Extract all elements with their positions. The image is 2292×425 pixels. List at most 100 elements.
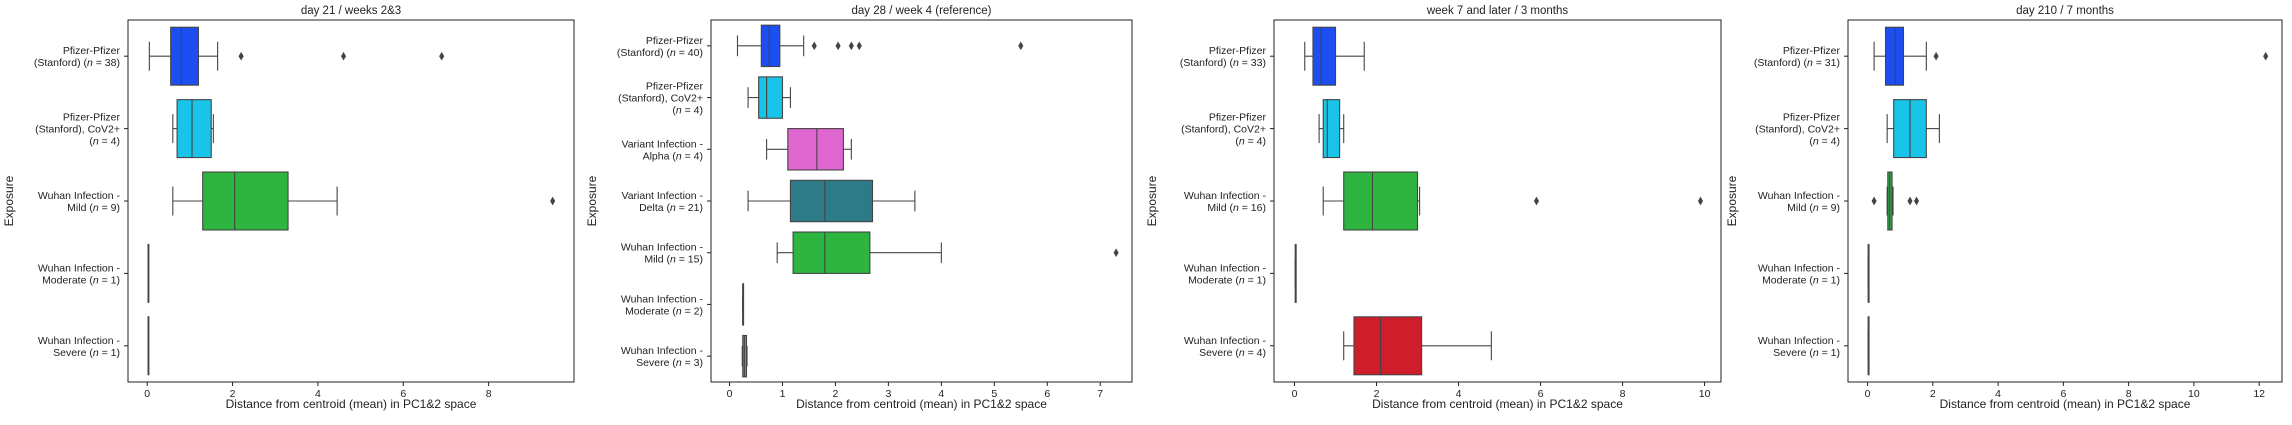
outlier-point [550,196,556,206]
category-label: Pfizer-Pfizer [63,45,121,57]
box-iqr [176,99,212,159]
category-label: Wuhan Infection - [621,242,704,254]
box-5 [1343,316,1492,376]
x-tick-label: 5 [991,388,997,400]
box-iqr [792,231,871,274]
box-3 [1871,171,1920,231]
outlier-point [1907,196,1913,206]
y-axis-label: Exposure [1725,175,1739,226]
x-axis-label: Distance from centroid (mean) in PC1&2 s… [226,397,477,411]
x-tick-label: 7 [1097,388,1103,400]
category-label: Delta (n = 21) [639,202,703,214]
category-label: (Stanford) (n = 33) [1180,57,1266,69]
x-tick-label: 0 [1865,388,1871,400]
outlier-point [1933,51,1939,61]
plot-frame [710,19,1133,383]
category-label: Severe (n = 1) [53,347,120,359]
box-iqr [1322,99,1341,159]
box-1 [148,26,445,86]
x-tick-label: 10 [2188,388,2200,400]
x-tick-label: 0 [144,388,150,400]
category-label: Mild (n = 16) [1207,202,1266,214]
y-axis-label: Exposure [585,175,599,226]
category-label: Pfizer-Pfizer [646,35,704,47]
outlier-point [1533,196,1540,206]
category-label: Severe (n = 1) [1773,347,1840,359]
box-iqr [202,171,289,231]
box-2 [1318,99,1345,159]
x-tick-label: 8 [2126,388,2132,400]
x-tick-label: 2 [1374,388,1380,400]
category-label: Mild (n = 15) [644,254,703,266]
plot-frame [1847,19,2283,383]
plot-frame [127,19,575,383]
x-tick-label: 6 [1044,388,1050,400]
category-label: (Stanford) (n = 40) [617,47,703,59]
category-label: (n = 4) [89,136,120,148]
category-label: Wuhan Infection - [621,345,704,357]
category-label: Wuhan Infection - [621,293,704,305]
outlier-point [1871,196,1877,206]
box-iqr [1353,316,1423,376]
category-label: (Stanford), CoV2+ [1181,124,1266,136]
x-tick-label: 6 [2060,388,2066,400]
x-tick-label: 8 [486,388,492,400]
box-iqr [787,128,844,171]
outlier-point [1113,248,1119,258]
category-label: Severe (n = 4) [1199,347,1266,359]
chart-title: week 7 and later / 3 months [1426,5,1569,17]
x-axis-label: Distance from centroid (mean) in PC1&2 s… [1372,397,1623,411]
category-label: (Stanford), CoV2+ [35,124,120,136]
outlier-point [835,41,841,51]
box-5 [1867,316,1870,376]
box-7 [741,334,748,378]
box-4 [747,179,916,223]
category-label: Pfizer-Pfizer [1783,112,1841,124]
box-3 [1322,171,1704,231]
box-4 [147,243,150,303]
box-iqr [760,24,781,68]
plot-frame [1273,19,1722,383]
x-tick-label: 10 [1699,388,1711,400]
category-label: Pfizer-Pfizer [1209,112,1267,124]
box-2 [747,76,791,119]
chart-panel-4: day 210 / 7 months Exposure Distance from … [1725,5,2283,411]
outlier-point [811,41,817,51]
outlier-point [856,41,862,51]
y-axis-label: Exposure [2,175,16,226]
category-label: Severe (n = 3) [636,357,703,369]
outlier-point [340,51,347,61]
category-label: Pfizer-Pfizer [646,81,704,93]
box-3 [766,128,852,171]
y-axis-label: Exposure [1145,175,1159,226]
category-label: Wuhan Infection - [38,335,121,347]
category-label: Moderate (n = 2) [625,305,703,317]
category-label: Alpha (n = 4) [643,150,703,162]
chart-title: day 210 / 7 months [2016,5,2114,17]
x-tick-label: 4 [938,388,944,400]
category-label: (Stanford), CoV2+ [1755,124,1840,136]
outlier-point [439,51,445,61]
category-label: Wuhan Infection - [1184,335,1267,347]
box-iqr [758,76,784,119]
category-label: Mild (n = 9) [67,202,120,214]
chart-title: day 21 / weeks 2&3 [301,5,401,17]
box-iqr [1343,171,1419,231]
x-tick-label: 2 [1930,388,1936,400]
category-label: Wuhan Infection - [1758,190,1841,202]
category-label: Wuhan Infection - [38,262,121,274]
category-label: (Stanford) (n = 38) [34,57,120,69]
category-label: Wuhan Infection - [1184,190,1267,202]
category-label: Variant Infection - [621,138,703,150]
category-label: Moderate (n = 1) [42,274,120,286]
x-tick-label: 12 [2253,388,2265,400]
x-tick-label: 2 [230,388,236,400]
category-label: (Stanford), CoV2+ [618,93,703,105]
chart-panel-2: day 28 / week 4 (reference) Exposure Dista… [585,5,1133,411]
x-tick-label: 8 [1620,388,1626,400]
x-tick-label: 4 [1456,388,1462,400]
category-label: Moderate (n = 1) [1762,274,1840,286]
category-label: (n = 4) [1235,136,1266,148]
